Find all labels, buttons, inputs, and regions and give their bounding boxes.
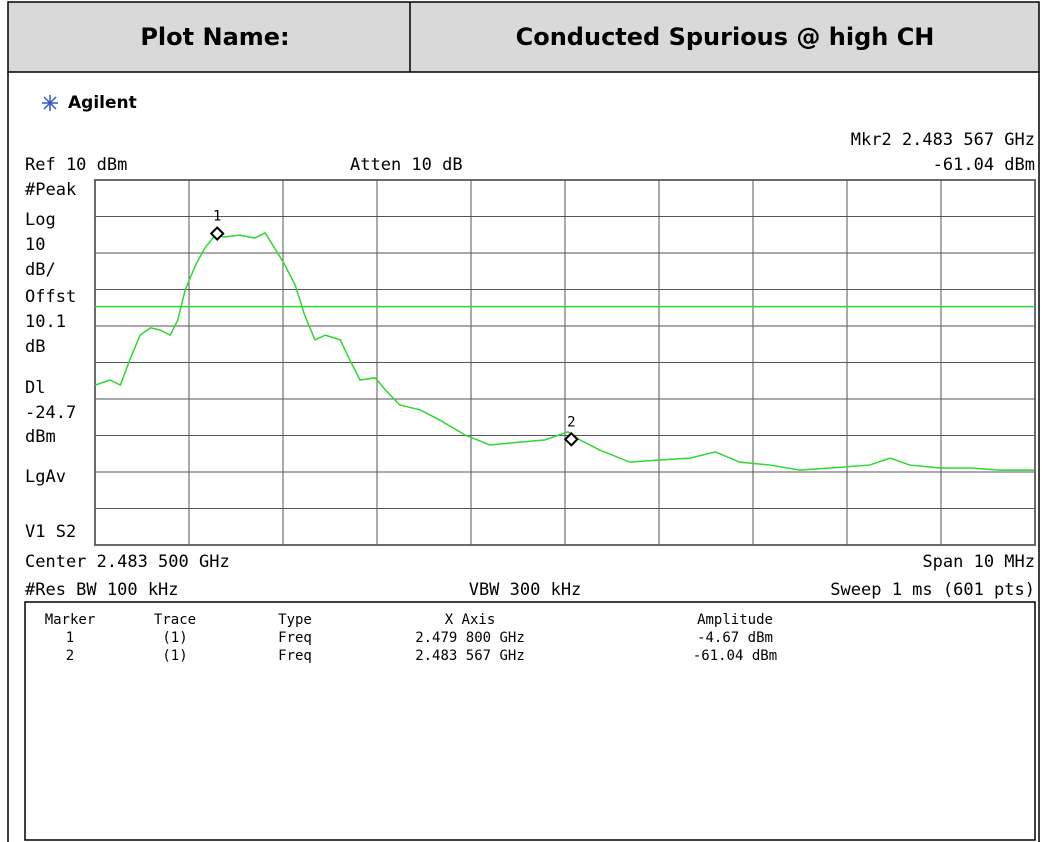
- table-header: X Axis: [445, 612, 496, 628]
- left-label: LgAv: [25, 467, 66, 487]
- table-cell: -4.67 dBm: [697, 630, 773, 646]
- brand: Agilent: [68, 93, 137, 113]
- table-cell: -61.04 dBm: [693, 648, 777, 664]
- left-label: Log: [25, 210, 56, 230]
- left-label: dBm: [25, 427, 56, 447]
- table-header: Type: [278, 612, 312, 628]
- marker-readout: Mkr2 2.483 567 GHz: [851, 130, 1035, 150]
- table-cell: 2: [66, 648, 74, 664]
- table-cell: Freq: [278, 648, 312, 664]
- table-cell: 2.483 567 GHz: [415, 648, 525, 664]
- table-cell: (1): [162, 630, 187, 646]
- display-line-value: -24.7: [25, 403, 76, 423]
- ref-level: Ref 10 dBm: [25, 155, 127, 175]
- left-label: V1 S2: [25, 522, 76, 542]
- marker-table-box: [24, 601, 1036, 841]
- header-label: Plot Name:: [140, 23, 289, 51]
- center-freq: Center 2.483 500 GHz: [25, 552, 230, 572]
- left-label: Dl: [25, 378, 45, 398]
- marker-readout: -61.04 dBm: [933, 155, 1035, 175]
- marker: [209, 226, 225, 241]
- left-label: #Peak: [25, 180, 76, 200]
- left-label: 10: [25, 235, 45, 255]
- left-label: 10.1: [25, 312, 66, 332]
- table-header: Trace: [154, 612, 196, 628]
- header-row: [7, 1, 1040, 73]
- rbw: #Res BW 100 kHz: [25, 580, 179, 600]
- table-cell: 2.479 800 GHz: [415, 630, 525, 646]
- trace: [94, 231, 1035, 471]
- marker-label: 1: [213, 209, 221, 225]
- marker: [563, 431, 579, 447]
- table-cell: 1: [66, 630, 74, 646]
- table-header: Amplitude: [697, 612, 773, 628]
- table-cell: Freq: [278, 630, 312, 646]
- span: Span 10 MHz: [922, 552, 1035, 572]
- sweep: Sweep 1 ms (601 pts): [830, 580, 1035, 600]
- left-label: dB: [25, 337, 45, 357]
- brand-icon: [42, 95, 58, 111]
- attenuation: Atten 10 dB: [350, 155, 463, 175]
- table-header: Marker: [45, 612, 96, 628]
- vbw: VBW 300 kHz: [469, 580, 582, 600]
- table-cell: (1): [162, 648, 187, 664]
- left-label: dB/: [25, 260, 56, 280]
- left-label: Offst: [25, 287, 76, 307]
- header-value: Conducted Spurious @ high CH: [516, 23, 935, 51]
- marker-label: 2: [567, 414, 575, 430]
